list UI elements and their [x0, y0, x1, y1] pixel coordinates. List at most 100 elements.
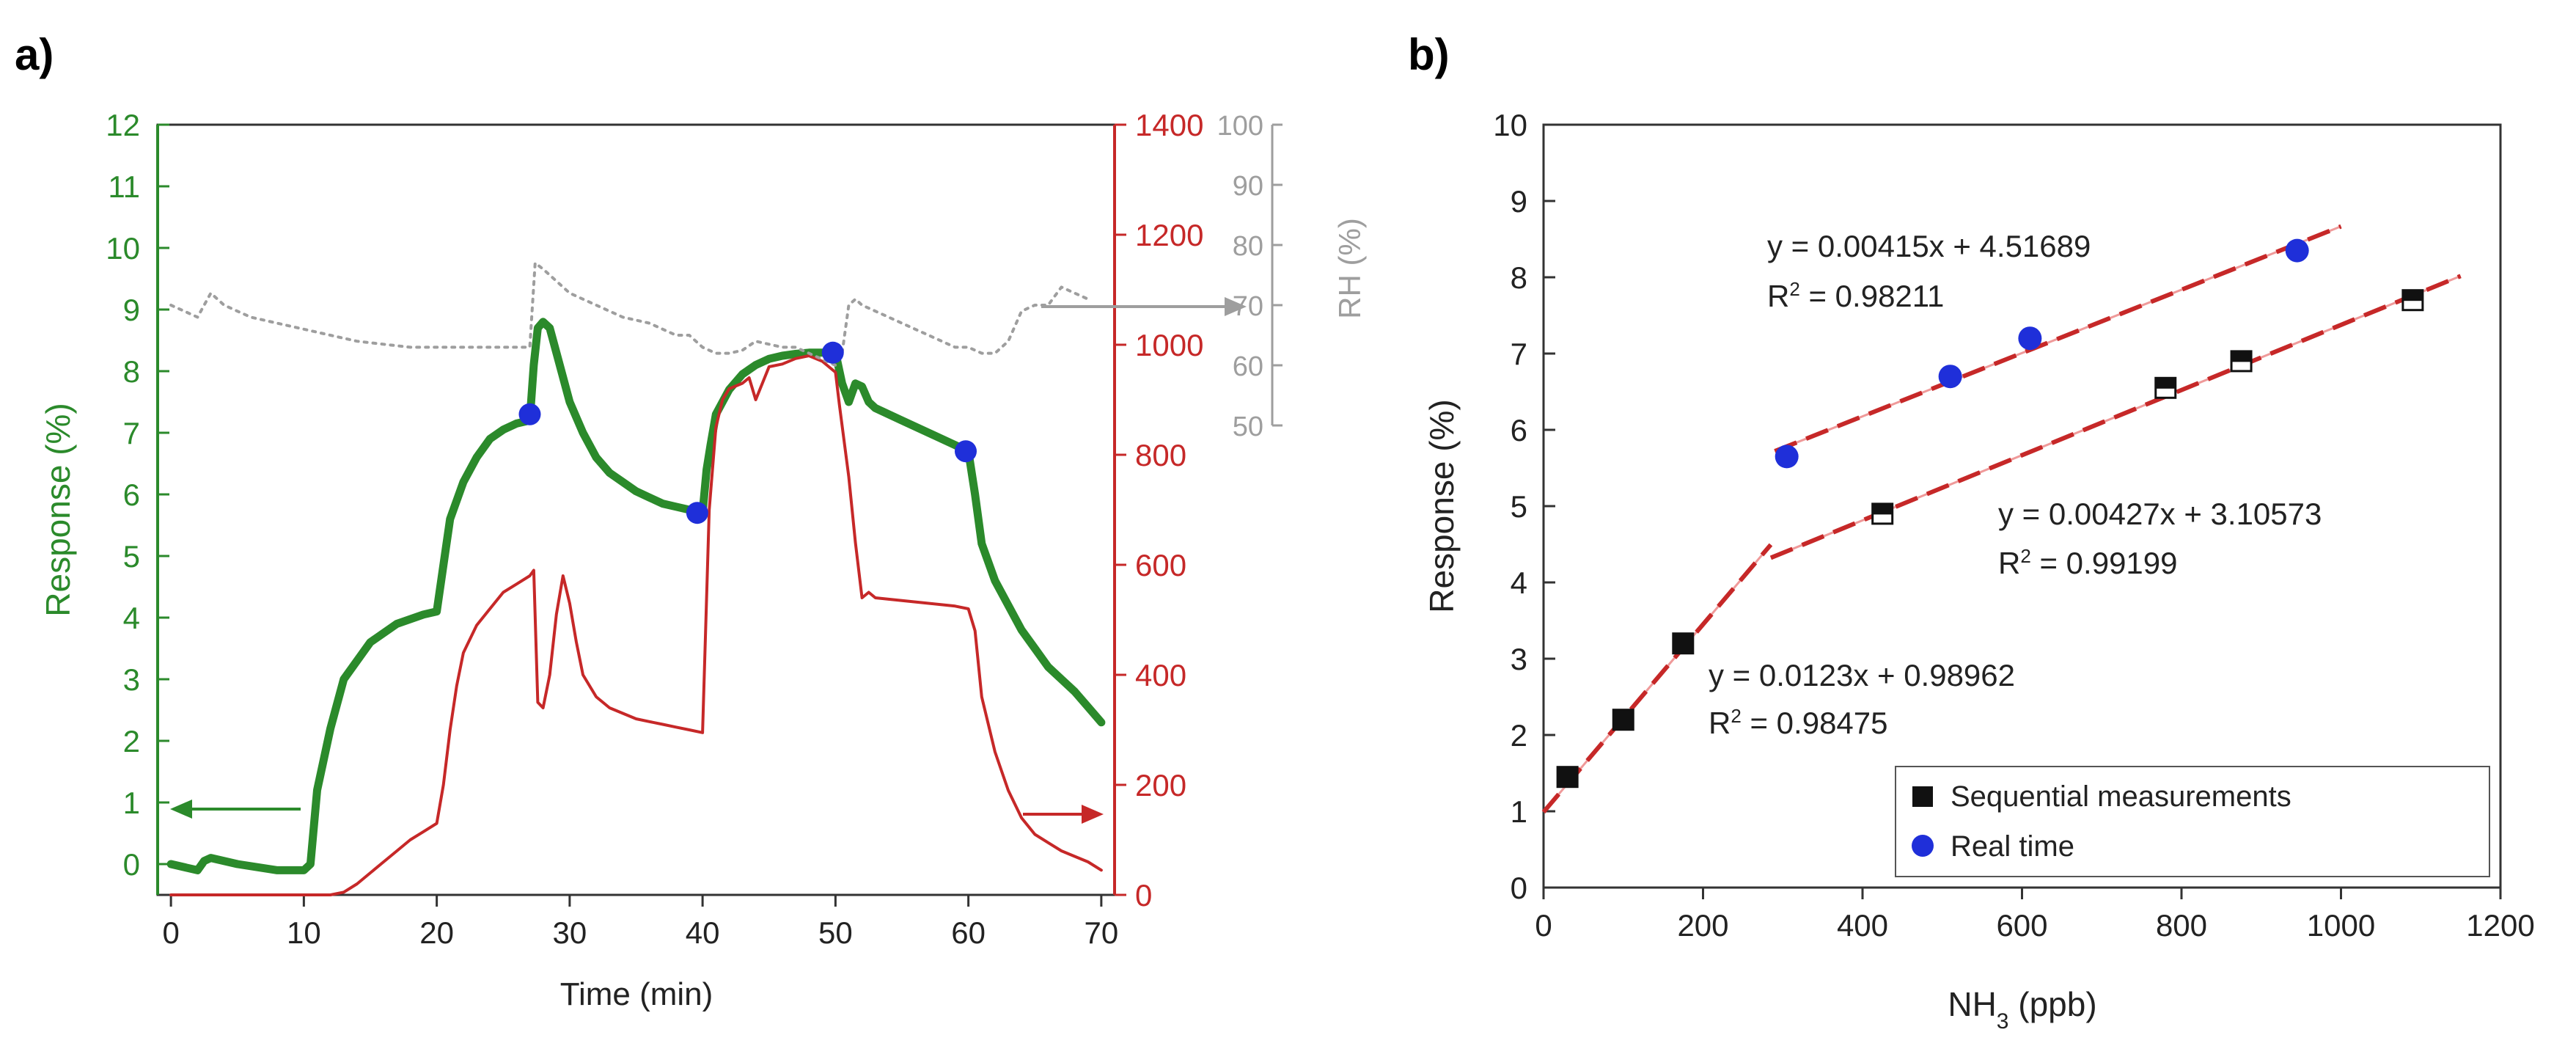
- response-axis-b-tick-label: 1: [1511, 794, 1527, 829]
- nh3-axis-tick-label: 400: [1837, 908, 1888, 943]
- response-axis-tick-label: 3: [123, 662, 140, 697]
- fit-annotation-sequential: y = 0.00427x + 3.10573 R2 = 0.99199: [1998, 497, 2322, 580]
- response-axis-tick-label: 11: [108, 169, 140, 204]
- ammonia-axis-tick-label: 800: [1135, 438, 1186, 472]
- legend-label-realtime: Real time: [1951, 830, 2074, 863]
- response-axis-b-tick-label: 0: [1511, 871, 1527, 905]
- nh3-axis-tick-label: 800: [2156, 908, 2207, 943]
- fit-r2-sequential: R2 = 0.99199: [1998, 545, 2178, 580]
- response-axis-b-tick-label: 5: [1511, 489, 1527, 524]
- response-axis-b-tick-label: 8: [1511, 260, 1527, 295]
- fit-line-dashed: [1541, 543, 1773, 814]
- realtime-point: [955, 440, 977, 463]
- ammonia-axis-tick-label: 1400: [1135, 108, 1203, 142]
- time-axis-tick-label: 20: [419, 915, 454, 950]
- time-axis-tick-label: 0: [162, 915, 179, 950]
- time-axis-tick-label: 70: [1085, 915, 1119, 950]
- legend-box: [1895, 766, 2490, 877]
- ammonia-axis-tick-label: 400: [1135, 658, 1186, 692]
- response-axis-b-tick-label: 9: [1511, 184, 1527, 219]
- realtime-point: [1938, 365, 1962, 389]
- fit-r2-realtime: R2 = 0.98211: [1767, 278, 1944, 313]
- time-axis-tick-label: 30: [553, 915, 587, 950]
- rh-axis-tick-label: 60: [1233, 351, 1263, 382]
- rh-axis-label: RH (%): [1332, 218, 1367, 319]
- fit-r2-low: R2 = 0.98475: [1709, 705, 1888, 740]
- ammonia-axis-tick-label: 600: [1135, 548, 1186, 582]
- time-axis-label: Time (min): [560, 976, 713, 1012]
- ammonia-line: [169, 354, 1103, 896]
- response-axis-b: 0 1 2 3 4 5 6 7 8 9 10: [1493, 108, 1555, 905]
- fit-annotation-low: y = 0.0123x + 0.98962 R2 = 0.98475: [1709, 658, 2015, 740]
- rh-axis-tick-label: 90: [1233, 171, 1263, 202]
- response-axis-b-tick-label: 6: [1511, 413, 1527, 447]
- nh3-axis-tick-label: 200: [1677, 908, 1728, 943]
- response-axis-b-tick-label: 2: [1511, 718, 1527, 753]
- sequential-point: [1672, 632, 1695, 655]
- sequential-point-highlight: [2232, 362, 2250, 370]
- sequential-point: [1556, 766, 1579, 789]
- nh3-axis-label: NH3 (ppb): [1948, 985, 2096, 1034]
- response-axis-tick-label: 1: [123, 786, 140, 820]
- sequential-point-highlight: [2157, 388, 2175, 397]
- response-axis-tick-label: 9: [123, 293, 140, 327]
- rh-axis-tick-label: 50: [1233, 412, 1263, 442]
- fit-equation-realtime: y = 0.00415x + 4.51689: [1767, 229, 2091, 263]
- legend: Sequential measurements Real time: [1895, 766, 2490, 877]
- legend-marker-realtime: [1912, 835, 1934, 857]
- response-axis-tick-label: 4: [123, 601, 140, 635]
- sequential-point: [2401, 289, 2424, 312]
- response-axis-label: Response (%): [39, 403, 77, 616]
- legend-marker-sequential: [1912, 786, 1933, 807]
- response-line: [166, 318, 1106, 874]
- realtime-point: [2285, 238, 2309, 263]
- ammonia-axis-tick-label: 0: [1135, 878, 1152, 912]
- response-axis-arrow: [170, 800, 301, 819]
- panel-b-calibration-chart: b) 0 1 2 3 4 5 6 7 8 9 10 0 200 400 600 800 1000 1200 y …: [1408, 30, 2535, 1034]
- realtime-point: [518, 403, 541, 425]
- time-axis-tick-label: 10: [287, 915, 321, 950]
- ammonia-axis-arrow: [1023, 805, 1104, 824]
- response-axis-tick-label: 8: [123, 354, 140, 389]
- realtime-point: [1775, 445, 1799, 469]
- sequential-point: [1612, 709, 1634, 731]
- sequential-point-marker: [1672, 632, 1695, 655]
- panel-b-label: b): [1408, 30, 1450, 79]
- nh3-axis-tick-label: 0: [1535, 908, 1552, 943]
- response-axis-tick-label: 6: [123, 478, 140, 512]
- response-axis-tick-label: 2: [123, 724, 140, 758]
- fit-annotation-realtime: y = 0.00415x + 4.51689 R2 = 0.98211: [1767, 229, 2091, 313]
- response-axis-b-tick-label: 4: [1511, 566, 1527, 600]
- fit-line-dashed: [1774, 224, 2342, 453]
- measurement-points: [1556, 238, 2424, 789]
- rh-line: [169, 261, 1090, 367]
- legend-label-sequential: Sequential measurements: [1951, 780, 2291, 813]
- response-axis-tick-label: 0: [123, 847, 140, 882]
- sequential-point-highlight: [1874, 514, 1892, 523]
- ammonia-axis-tick-label: 1200: [1135, 218, 1203, 252]
- sequential-point: [1871, 502, 1894, 525]
- realtime-point: [2018, 326, 2042, 351]
- ammonia-axis-tick-label: 200: [1135, 768, 1186, 802]
- panel-a-label: a): [15, 30, 54, 79]
- rh-axis-arrow: [1041, 297, 1247, 316]
- nh3-axis-tick-label: 1000: [2307, 908, 2375, 943]
- response-axis-b-tick-label: 7: [1511, 337, 1527, 371]
- sequential-point: [2230, 350, 2253, 373]
- rh-axis-tick-label: 100: [1217, 111, 1263, 142]
- sequential-point-marker: [1612, 709, 1634, 731]
- response-axis-tick-label: 7: [123, 416, 140, 450]
- ammonia-axis-tick-label: 1000: [1135, 328, 1203, 362]
- response-axis-tick-label: 5: [123, 539, 140, 574]
- realtime-point: [686, 502, 708, 524]
- fit-equation-low: y = 0.0123x + 0.98962: [1709, 658, 2015, 692]
- response-axis-b-tick-label: 3: [1511, 642, 1527, 676]
- panel-a-plot-frame: [156, 123, 1116, 896]
- fit-equation-sequential: y = 0.00427x + 3.10573: [1998, 497, 2322, 531]
- response-axis-tick-label: 10: [106, 231, 140, 266]
- time-axis-tick-label: 60: [951, 915, 986, 950]
- sequential-point-highlight: [2404, 301, 2422, 310]
